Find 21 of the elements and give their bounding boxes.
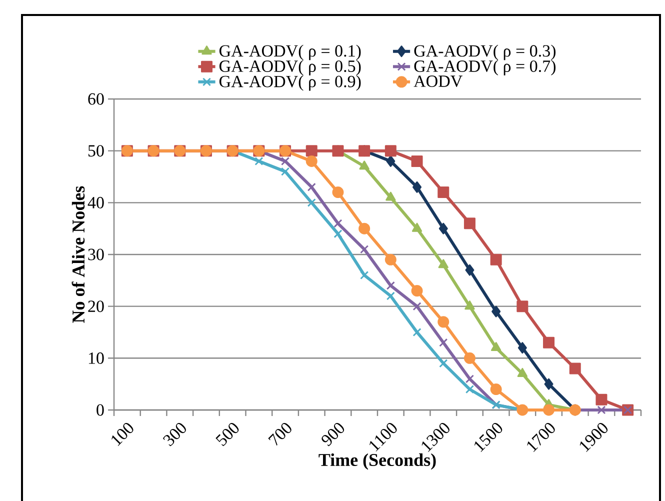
x-tick-label: 500 [216,423,239,446]
legend-label: GA-AODV( ρ = 0.1) [219,44,361,60]
y-axis-title: No of Alive Nodes [72,186,85,323]
x-tick-label: 300 [162,423,186,446]
x-tick-label: 900 [322,423,344,446]
y-tick-label: 60 [88,93,104,105]
x-tick-label: 100 [112,423,134,446]
x-tick-label: 1100 [370,423,397,452]
legend-label: GA-AODV( ρ = 0.3) [414,44,556,60]
y-tick-label: 10 [88,352,104,364]
y-tick-label: 40 [88,196,104,208]
legend-label: GA-AODV( ρ = 0.5) [219,60,361,76]
legend-label: GA-AODV( ρ = 0.9) [219,75,361,91]
y-tick-label: 0 [96,404,104,416]
legend-label: GA-AODV( ρ = 0.7) [414,60,556,76]
x-axis-title: Time (Seconds) [318,453,436,470]
y-tick-label: 30 [88,248,104,260]
x-tick-label: 700 [268,423,292,446]
y-tick-label: 20 [88,300,104,312]
legend-label: AODV [414,76,462,88]
y-tick-label: 50 [88,145,104,157]
